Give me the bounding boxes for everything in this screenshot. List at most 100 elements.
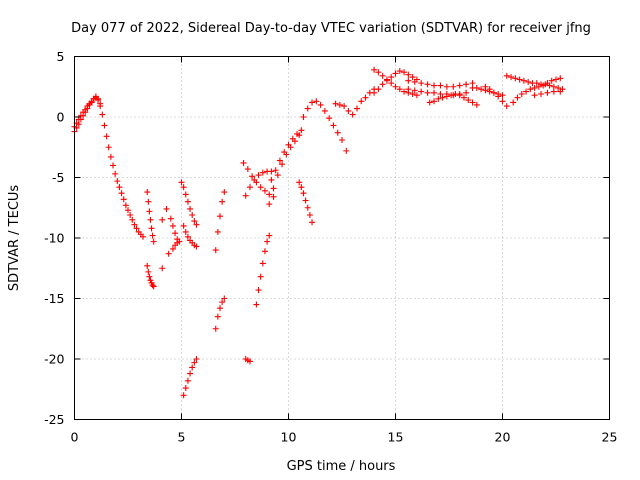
data-point	[304, 204, 311, 211]
data-point	[388, 74, 395, 81]
data-point	[443, 93, 450, 100]
data-point	[296, 179, 303, 186]
series-arc-24	[405, 86, 470, 99]
data-point	[253, 301, 260, 308]
data-point	[212, 247, 219, 254]
data-point	[246, 184, 253, 191]
data-point	[219, 198, 226, 205]
data-point	[212, 325, 219, 332]
data-point	[309, 219, 316, 226]
y-tick-labels: -25 -20 -15 -10 -5 0 5	[44, 49, 64, 427]
data-point	[270, 193, 277, 200]
data-point	[129, 216, 136, 223]
data-point	[336, 101, 343, 108]
data-point	[544, 80, 551, 87]
data-point	[217, 305, 224, 312]
data-point	[456, 82, 463, 89]
data-point	[411, 78, 418, 85]
data-point	[150, 238, 157, 245]
data-point	[460, 94, 467, 101]
data-point	[405, 77, 412, 84]
data-point	[77, 112, 84, 119]
data-point	[533, 80, 540, 87]
series-arc-25	[426, 91, 480, 108]
data-point	[371, 66, 378, 73]
data-point	[544, 89, 551, 96]
data-point	[411, 87, 418, 94]
data-point	[499, 98, 506, 105]
data-point	[193, 243, 200, 250]
data-point	[313, 98, 320, 105]
data-point	[557, 88, 564, 95]
data-point	[409, 74, 416, 81]
data-point	[405, 71, 412, 78]
data-point	[473, 101, 480, 108]
data-point	[392, 70, 399, 77]
data-point	[478, 86, 485, 93]
data-point	[379, 81, 386, 88]
data-point	[193, 221, 200, 228]
data-point	[512, 75, 519, 82]
data-point	[274, 172, 281, 179]
data-point	[266, 201, 273, 208]
data-point	[332, 100, 339, 107]
data-point	[358, 98, 365, 105]
data-point	[317, 101, 324, 108]
data-point	[375, 69, 382, 76]
data-point	[264, 238, 271, 245]
data-point	[110, 162, 117, 169]
series-arc-21	[371, 66, 420, 99]
data-point	[516, 76, 523, 83]
data-point	[244, 166, 251, 173]
data-point	[465, 97, 472, 104]
data-point	[304, 105, 311, 112]
data-point	[426, 99, 433, 106]
series-arc-15	[253, 232, 273, 308]
x-tick-label: 25	[602, 430, 618, 445]
data-point	[159, 265, 166, 272]
data-point	[383, 77, 390, 84]
data-point	[103, 133, 110, 140]
data-point	[189, 212, 196, 219]
data-point	[133, 225, 140, 232]
data-point	[266, 191, 273, 198]
data-point	[165, 250, 172, 257]
data-point	[279, 161, 286, 168]
data-point	[261, 248, 268, 255]
data-point	[508, 74, 515, 81]
data-point	[418, 80, 425, 87]
series-arc-4	[144, 262, 157, 290]
data-point	[300, 114, 307, 120]
data-point	[182, 191, 189, 198]
series-arc-20	[332, 86, 378, 118]
series-arc-18	[296, 179, 316, 226]
data-point	[189, 364, 196, 371]
data-point	[343, 147, 350, 154]
y-tick-label: 5	[57, 49, 65, 64]
chart-title: Day 077 of 2022, Sidereal Day-to-day VTE…	[71, 21, 591, 36]
data-point	[330, 122, 337, 129]
data-point	[149, 232, 156, 239]
data-point	[116, 184, 123, 191]
data-point	[240, 159, 247, 166]
y-tick-label: -20	[44, 352, 64, 367]
y-tick-label: -10	[44, 231, 64, 246]
series-arc-2	[71, 93, 104, 130]
data-point	[396, 68, 403, 75]
series-arc-22	[371, 68, 420, 96]
data-point	[309, 99, 316, 106]
y-axis-label: SDTVAR / TECUs	[7, 185, 22, 292]
data-point	[268, 168, 275, 175]
data-point	[525, 78, 532, 85]
data-point	[495, 93, 502, 100]
data-point	[255, 287, 262, 294]
data-point	[122, 202, 129, 209]
data-point	[114, 178, 121, 185]
data-point	[291, 138, 298, 145]
data-point	[392, 83, 399, 90]
axis-ticks	[74, 56, 610, 420]
data-point	[139, 233, 146, 240]
data-point	[146, 208, 153, 215]
data-point	[510, 99, 517, 106]
series-arc-10	[212, 189, 228, 254]
